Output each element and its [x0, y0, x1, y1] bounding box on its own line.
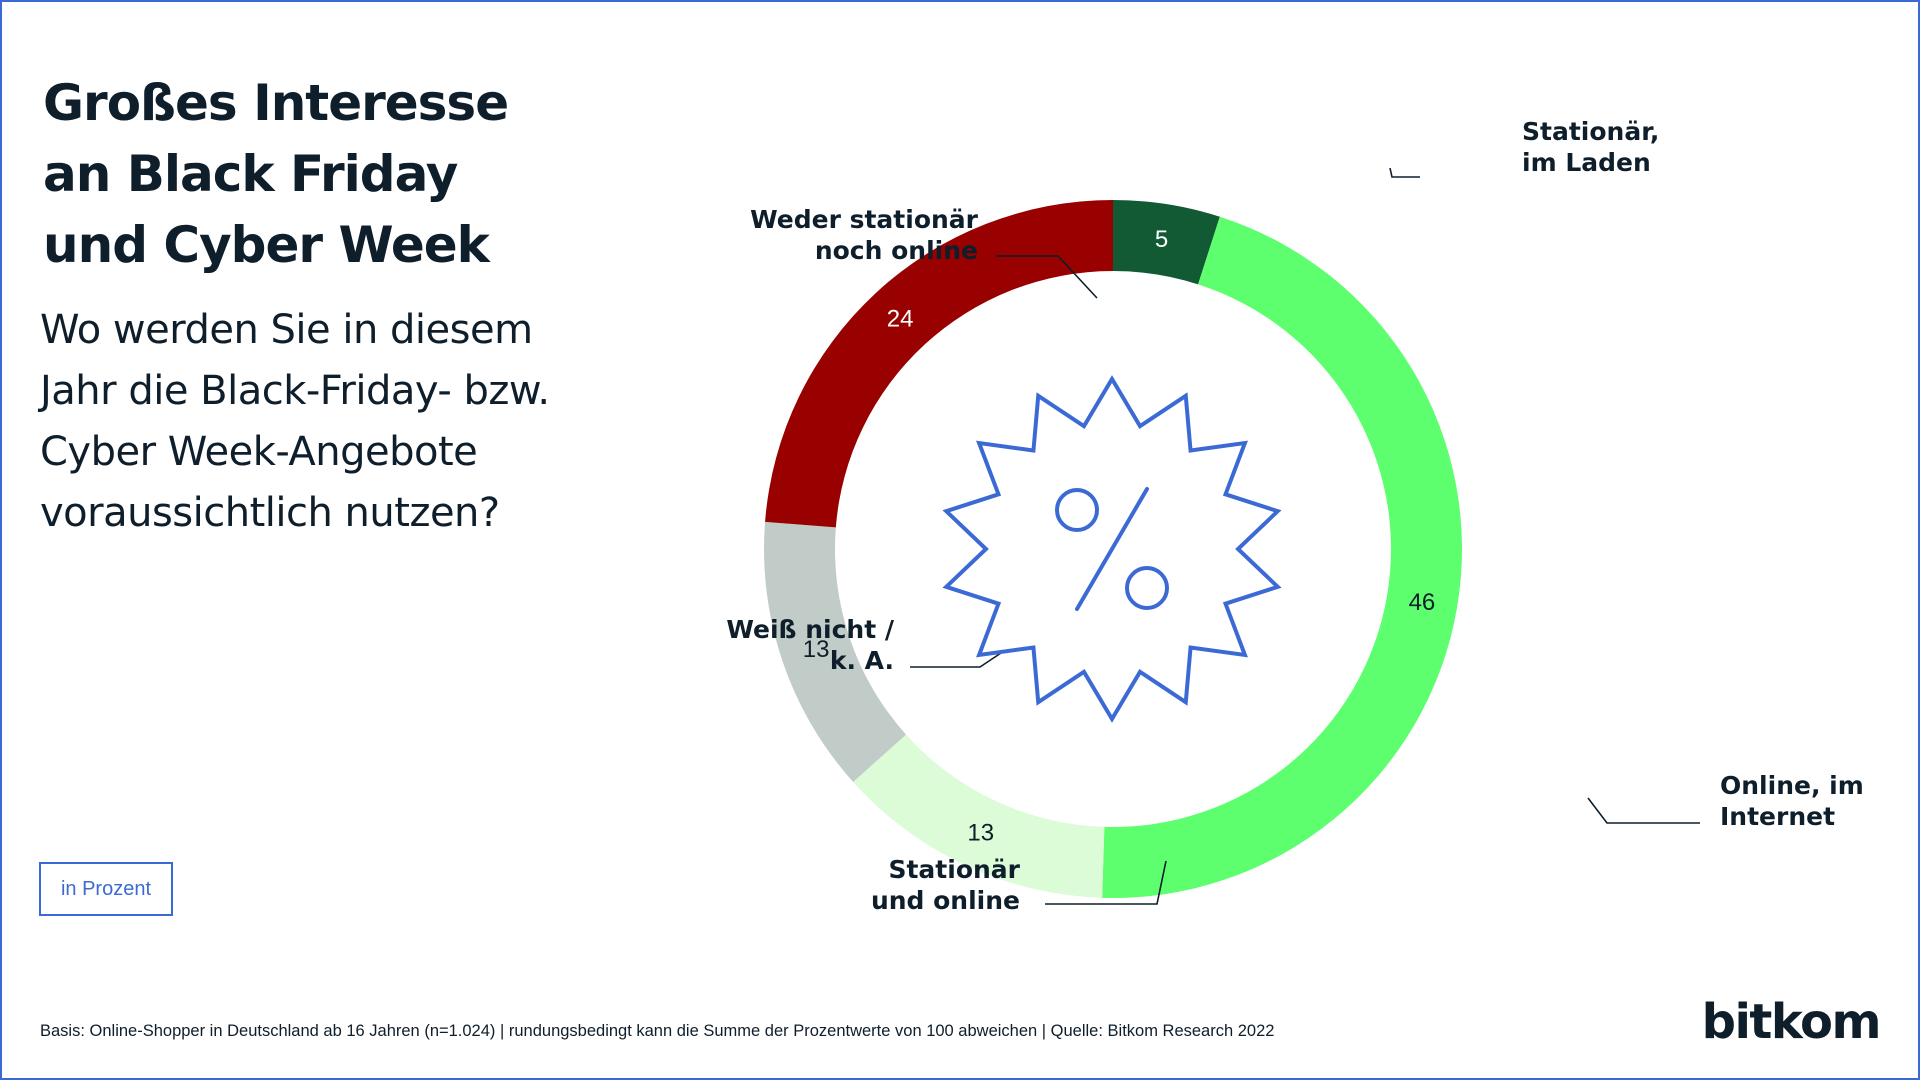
value-labels: 5 46 13 13 24 [803, 226, 1436, 847]
donut-segment [1102, 216, 1463, 898]
data-label: 13 [967, 820, 994, 847]
percent-slash [1075, 487, 1149, 611]
donut-segment [853, 734, 1105, 898]
data-label: 46 [1409, 589, 1436, 616]
unit-badge: in Prozent [39, 862, 173, 916]
percent-circle-top [1055, 488, 1099, 532]
source-footnote: Basis: Online-Shopper in Deutschland ab … [40, 1022, 1275, 1040]
leader-lines [910, 167, 1700, 905]
survey-question: Wo werden Sie in diesem Jahr die Black-F… [40, 300, 550, 544]
question-line-4: voraussichtlich nutzen? [40, 490, 500, 536]
leader-line [1587, 797, 1700, 824]
question-line-2: Jahr die Black-Friday- bzw. [40, 368, 550, 414]
data-label: 13 [803, 636, 830, 663]
leader-line [1389, 167, 1420, 178]
badge-star-shape [942, 375, 1282, 723]
title-line-3: und Cyber Week [43, 216, 490, 274]
leader-line [910, 650, 1005, 668]
category-label: Stationär, im Laden [1522, 117, 1659, 177]
donut-segments [764, 200, 1463, 898]
category-label: Stationär und online [871, 855, 1021, 915]
question-line-1: Wo werden Sie in diesem [40, 307, 533, 353]
leader-line [996, 255, 1098, 299]
bitkom-logo: bitkom [1701, 994, 1882, 1050]
question-line-3: Cyber Week-Angebote [40, 429, 478, 475]
category-label: Weiß nicht / k. A. [726, 615, 895, 675]
donut-segment [765, 200, 1113, 528]
chart-title: Großes Interesse an Black Friday und Cyb… [43, 68, 509, 281]
donut-segment [764, 521, 907, 782]
data-label: 5 [1155, 226, 1168, 253]
leader-line [1045, 860, 1167, 905]
category-label: Weder stationär noch online [750, 205, 979, 265]
title-line-2: an Black Friday [43, 145, 458, 203]
category-labels: Stationär, im Laden Online, im Internet Stat… [726, 117, 1863, 915]
category-label: Online, im Internet [1720, 771, 1864, 831]
title-line-1: Großes Interesse [43, 74, 509, 132]
data-label: 24 [887, 305, 914, 332]
donut-segment [1113, 200, 1220, 285]
percent-circle-bottom [1125, 566, 1169, 610]
percent-badge-icon [942, 375, 1282, 723]
